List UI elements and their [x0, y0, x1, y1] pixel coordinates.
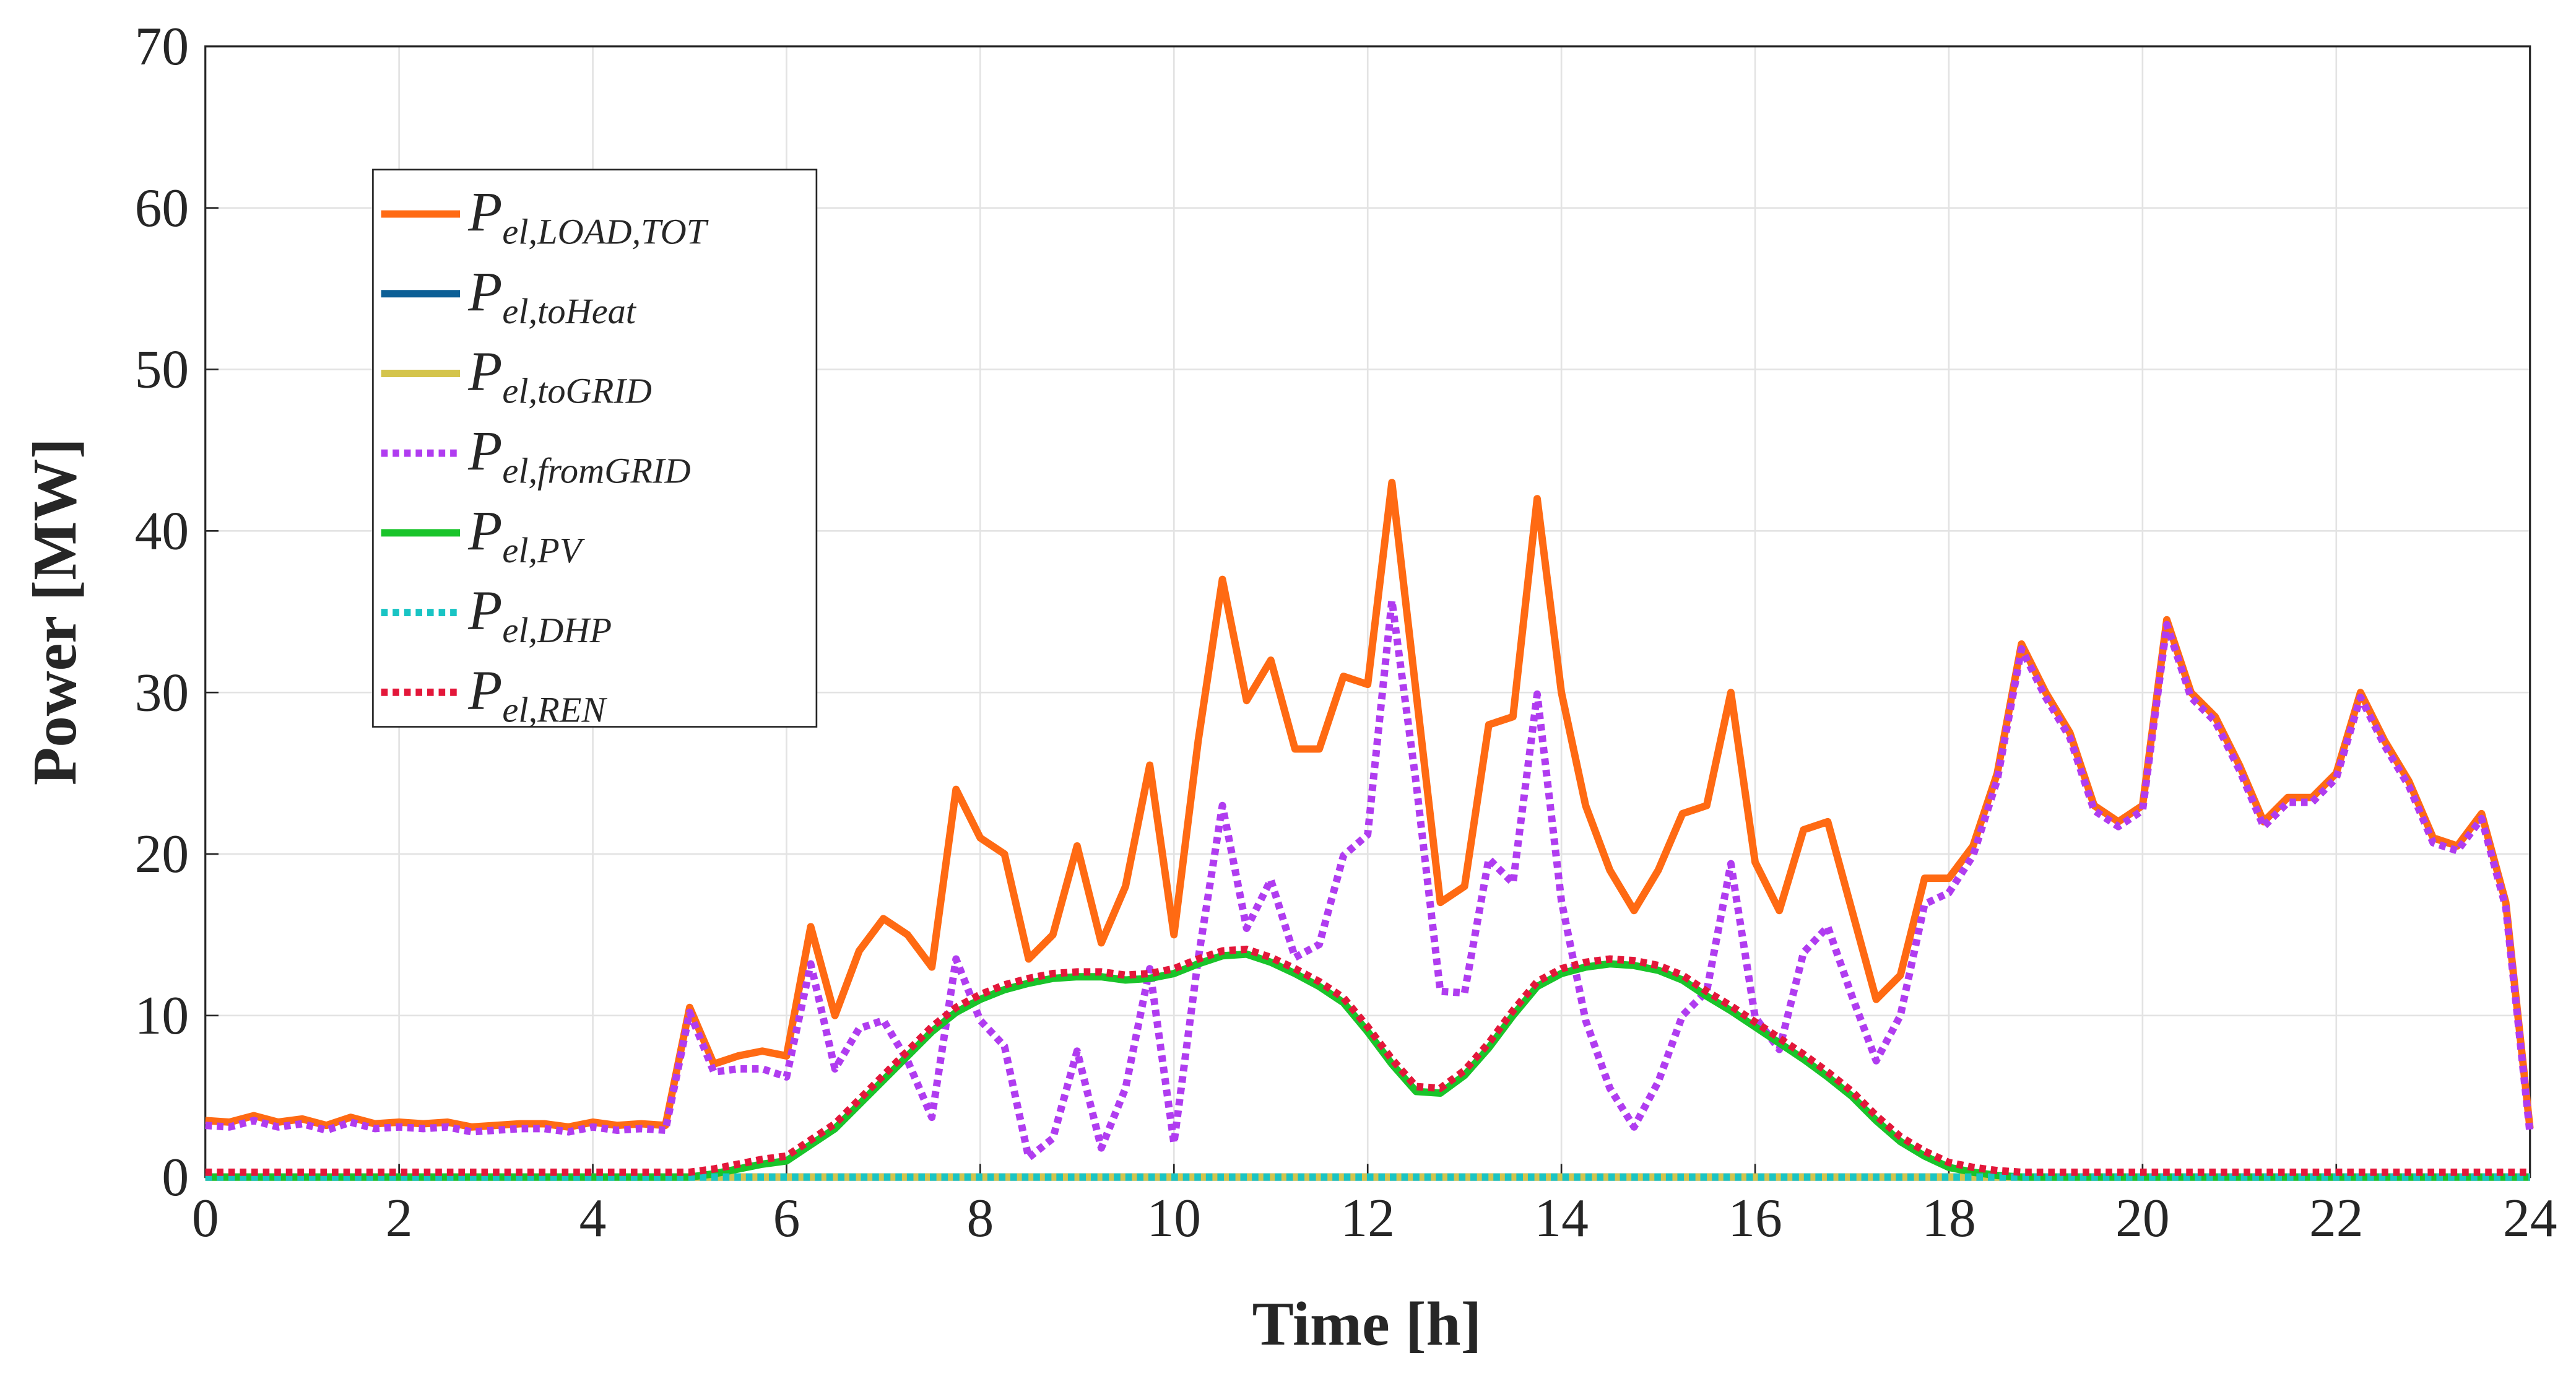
y-tick-label: 40: [135, 501, 189, 561]
series-line: [205, 596, 2534, 1162]
x-tick-label: 18: [1922, 1188, 1976, 1248]
y-tick-label: 70: [135, 16, 189, 76]
legend-text: Pel,toGRID: [467, 341, 652, 411]
x-axis-label: Time [h]: [1252, 1289, 1482, 1358]
x-tick-label: 24: [2503, 1188, 2557, 1248]
y-tick-label: 60: [135, 178, 189, 238]
y-tick-label: 0: [162, 1147, 189, 1207]
x-tick-label: 8: [966, 1188, 994, 1248]
y-axis-label: Power [MW]: [20, 438, 89, 785]
x-tick-label: 0: [192, 1188, 219, 1248]
x-tick-label: 20: [2115, 1188, 2170, 1248]
x-tick-label: 10: [1147, 1188, 1202, 1248]
legend: Pel,LOAD,TOT Pel,toHeat Pel,toGRID Pel,from…: [372, 168, 818, 730]
x-tick-label: 12: [1340, 1188, 1395, 1248]
y-tick-label: 20: [135, 824, 189, 884]
x-tick-label: 4: [579, 1188, 607, 1248]
y-tick-label: 10: [135, 985, 189, 1045]
series-line: [205, 945, 2530, 1176]
x-tick-label: 14: [1534, 1188, 1589, 1248]
legend-text: Pel,fromGRID: [467, 420, 690, 490]
legend-text: Pel,REN: [467, 659, 607, 730]
y-tick-label: 50: [135, 339, 189, 399]
x-tick-label: 6: [773, 1188, 800, 1248]
y-tick-label: 30: [135, 662, 189, 722]
legend-text: Pel,LOAD,TOT: [467, 181, 708, 251]
x-tick-label: 2: [386, 1188, 413, 1248]
x-tick-label: 22: [2309, 1188, 2364, 1248]
x-tick-label: 16: [1728, 1188, 1782, 1248]
legend-text: Pel,PV: [467, 500, 585, 570]
legend-text: Pel,toHeat: [467, 261, 636, 331]
legend-text: Pel,DHP: [467, 580, 612, 650]
legend-box: [372, 168, 818, 728]
